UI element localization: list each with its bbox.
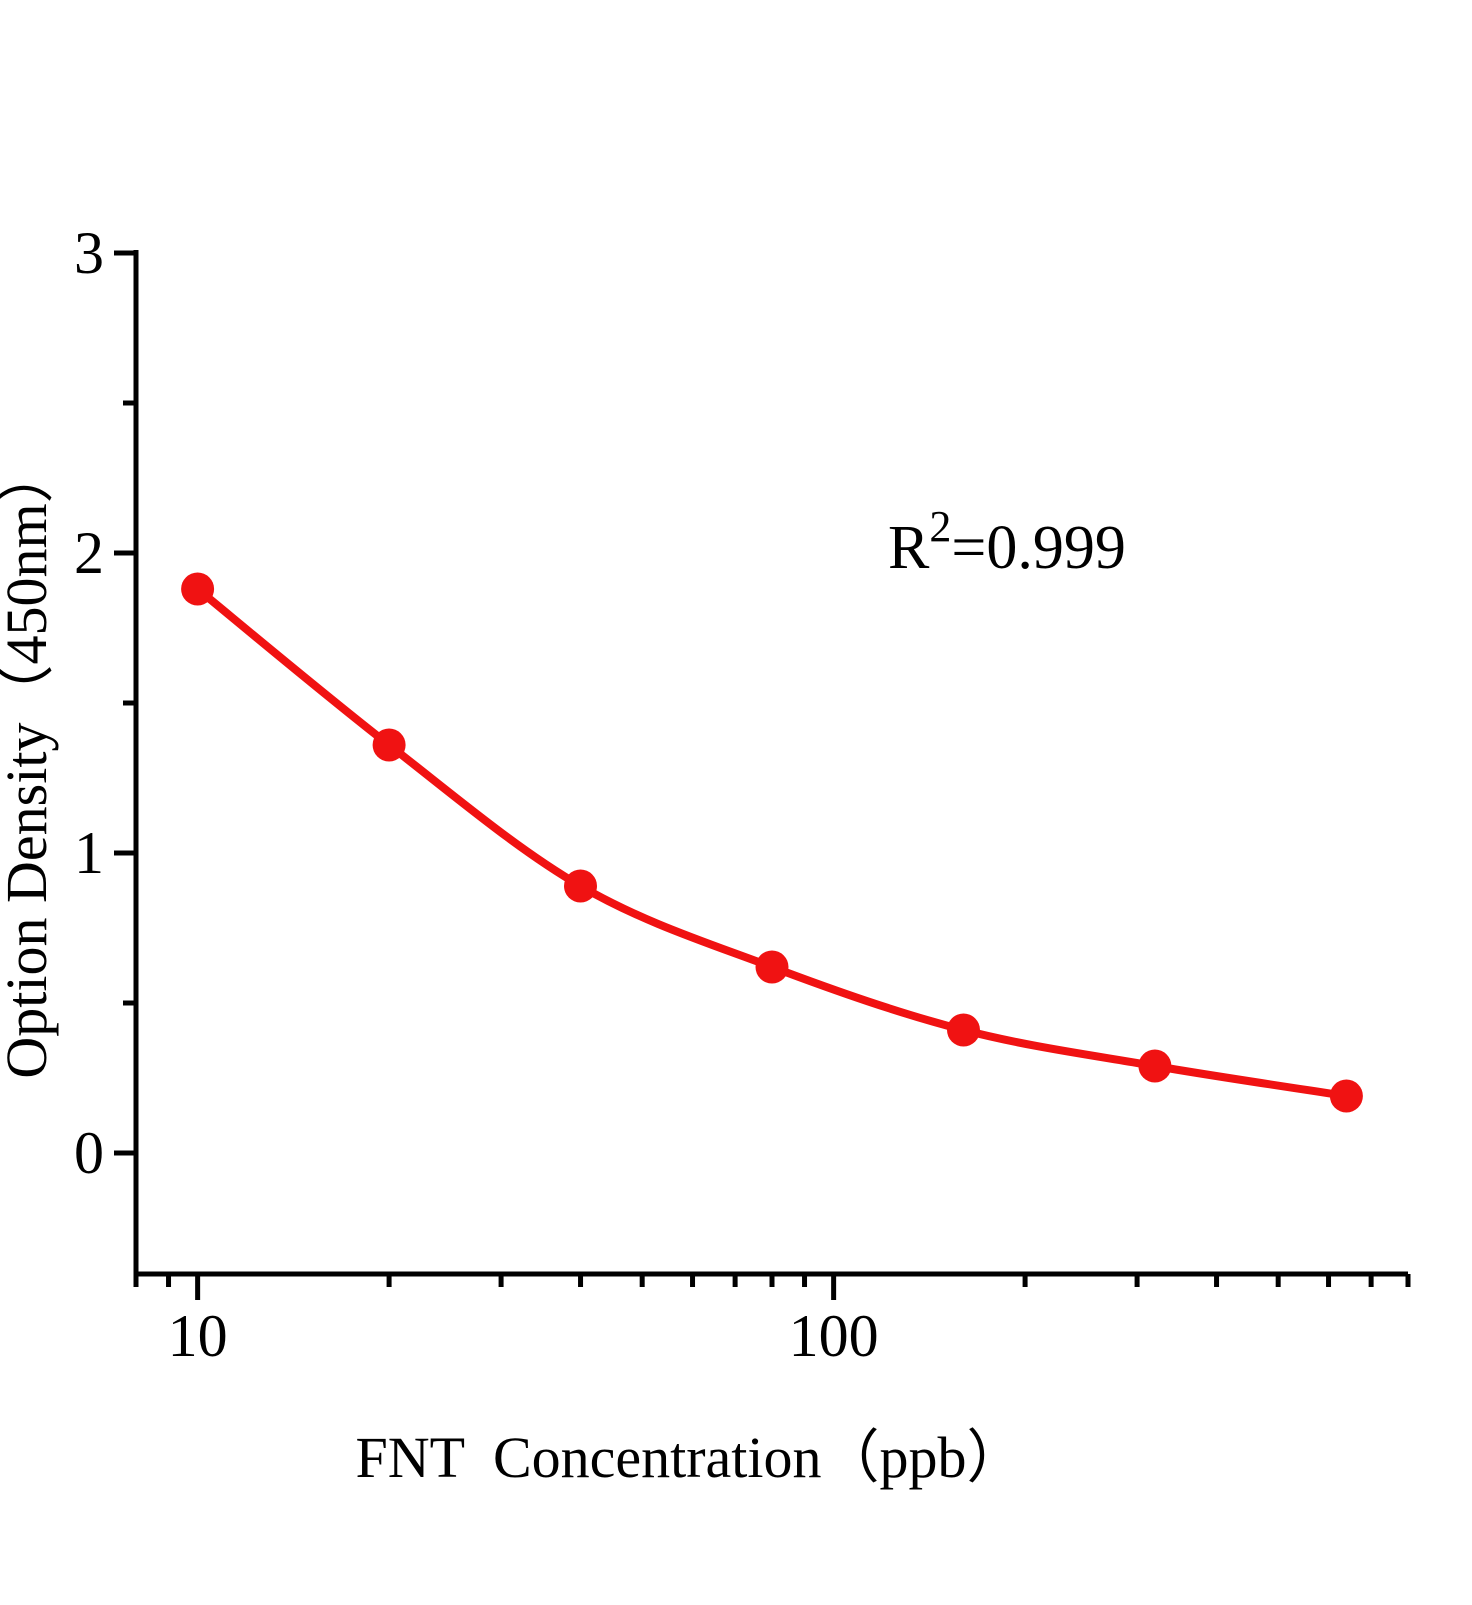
data-point-marker <box>564 869 597 903</box>
y-tick-label: 1 <box>74 820 104 886</box>
x-axis-title: FNT Concentration（ppb） <box>355 1425 1024 1490</box>
y-axis-tick-labels: 0 1 2 3 <box>74 220 104 1186</box>
y-tick-label: 0 <box>74 1120 104 1186</box>
r-squared-base: R <box>888 514 930 582</box>
y-axis-title: Option Density（450nm） <box>0 445 59 1078</box>
r-squared-exponent: 2 <box>929 502 951 551</box>
fitted-curve <box>193 585 1351 1100</box>
r-squared-value: =0.999 <box>951 514 1125 582</box>
x-tick-label: 10 <box>168 1303 228 1369</box>
r-squared-annotation: R2=0.999 <box>888 502 1126 582</box>
y-tick-label: 2 <box>74 520 104 586</box>
data-point-marker <box>1138 1049 1172 1083</box>
data-points <box>181 572 1363 1113</box>
data-point-marker <box>181 572 215 606</box>
x-tick-label: 100 <box>789 1303 879 1369</box>
x-axis-ticks <box>133 1274 1411 1300</box>
data-point-marker <box>372 728 406 762</box>
axes <box>133 250 1408 1277</box>
data-point-marker <box>1329 1079 1363 1113</box>
y-axis-ticks <box>114 250 136 1156</box>
y-tick-label: 3 <box>74 220 104 286</box>
data-point-marker <box>755 950 789 984</box>
data-point-marker <box>947 1013 980 1047</box>
x-axis-tick-labels: 10 100 <box>168 1303 879 1369</box>
